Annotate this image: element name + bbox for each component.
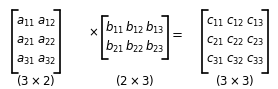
Text: $a_{31}$: $a_{31}$ <box>16 54 35 67</box>
Text: $a_{22}$: $a_{22}$ <box>37 35 56 48</box>
Text: $\times$: $\times$ <box>88 27 98 40</box>
Text: $b_{13}$: $b_{13}$ <box>145 20 164 36</box>
Text: $c_{13}$: $c_{13}$ <box>245 16 264 29</box>
Text: $b_{11}$: $b_{11}$ <box>105 20 125 36</box>
Text: $a_{11}$: $a_{11}$ <box>16 16 35 29</box>
Text: $c_{31}$: $c_{31}$ <box>206 54 224 67</box>
Text: $c_{32}$: $c_{32}$ <box>226 54 244 67</box>
Text: $a_{32}$: $a_{32}$ <box>37 54 56 67</box>
Text: $a_{12}$: $a_{12}$ <box>37 16 56 29</box>
Text: $c_{12}$: $c_{12}$ <box>226 16 244 29</box>
Text: $b_{21}$: $b_{21}$ <box>105 39 125 55</box>
Text: $c_{33}$: $c_{33}$ <box>245 54 264 67</box>
Text: $(2\times3)$: $(2\times3)$ <box>115 73 155 87</box>
Text: $c_{11}$: $c_{11}$ <box>206 16 224 29</box>
Text: $c_{21}$: $c_{21}$ <box>206 35 224 48</box>
Text: $b_{12}$: $b_{12}$ <box>125 20 144 36</box>
Text: $c_{23}$: $c_{23}$ <box>245 35 264 48</box>
Text: $b_{22}$: $b_{22}$ <box>125 39 144 55</box>
Text: $(3\times2)$: $(3\times2)$ <box>16 73 56 87</box>
Text: $=$: $=$ <box>169 27 184 40</box>
Text: $a_{21}$: $a_{21}$ <box>16 35 35 48</box>
Text: $c_{22}$: $c_{22}$ <box>226 35 244 48</box>
Text: $b_{23}$: $b_{23}$ <box>145 39 164 55</box>
Text: $(3\times3)$: $(3\times3)$ <box>215 73 255 87</box>
